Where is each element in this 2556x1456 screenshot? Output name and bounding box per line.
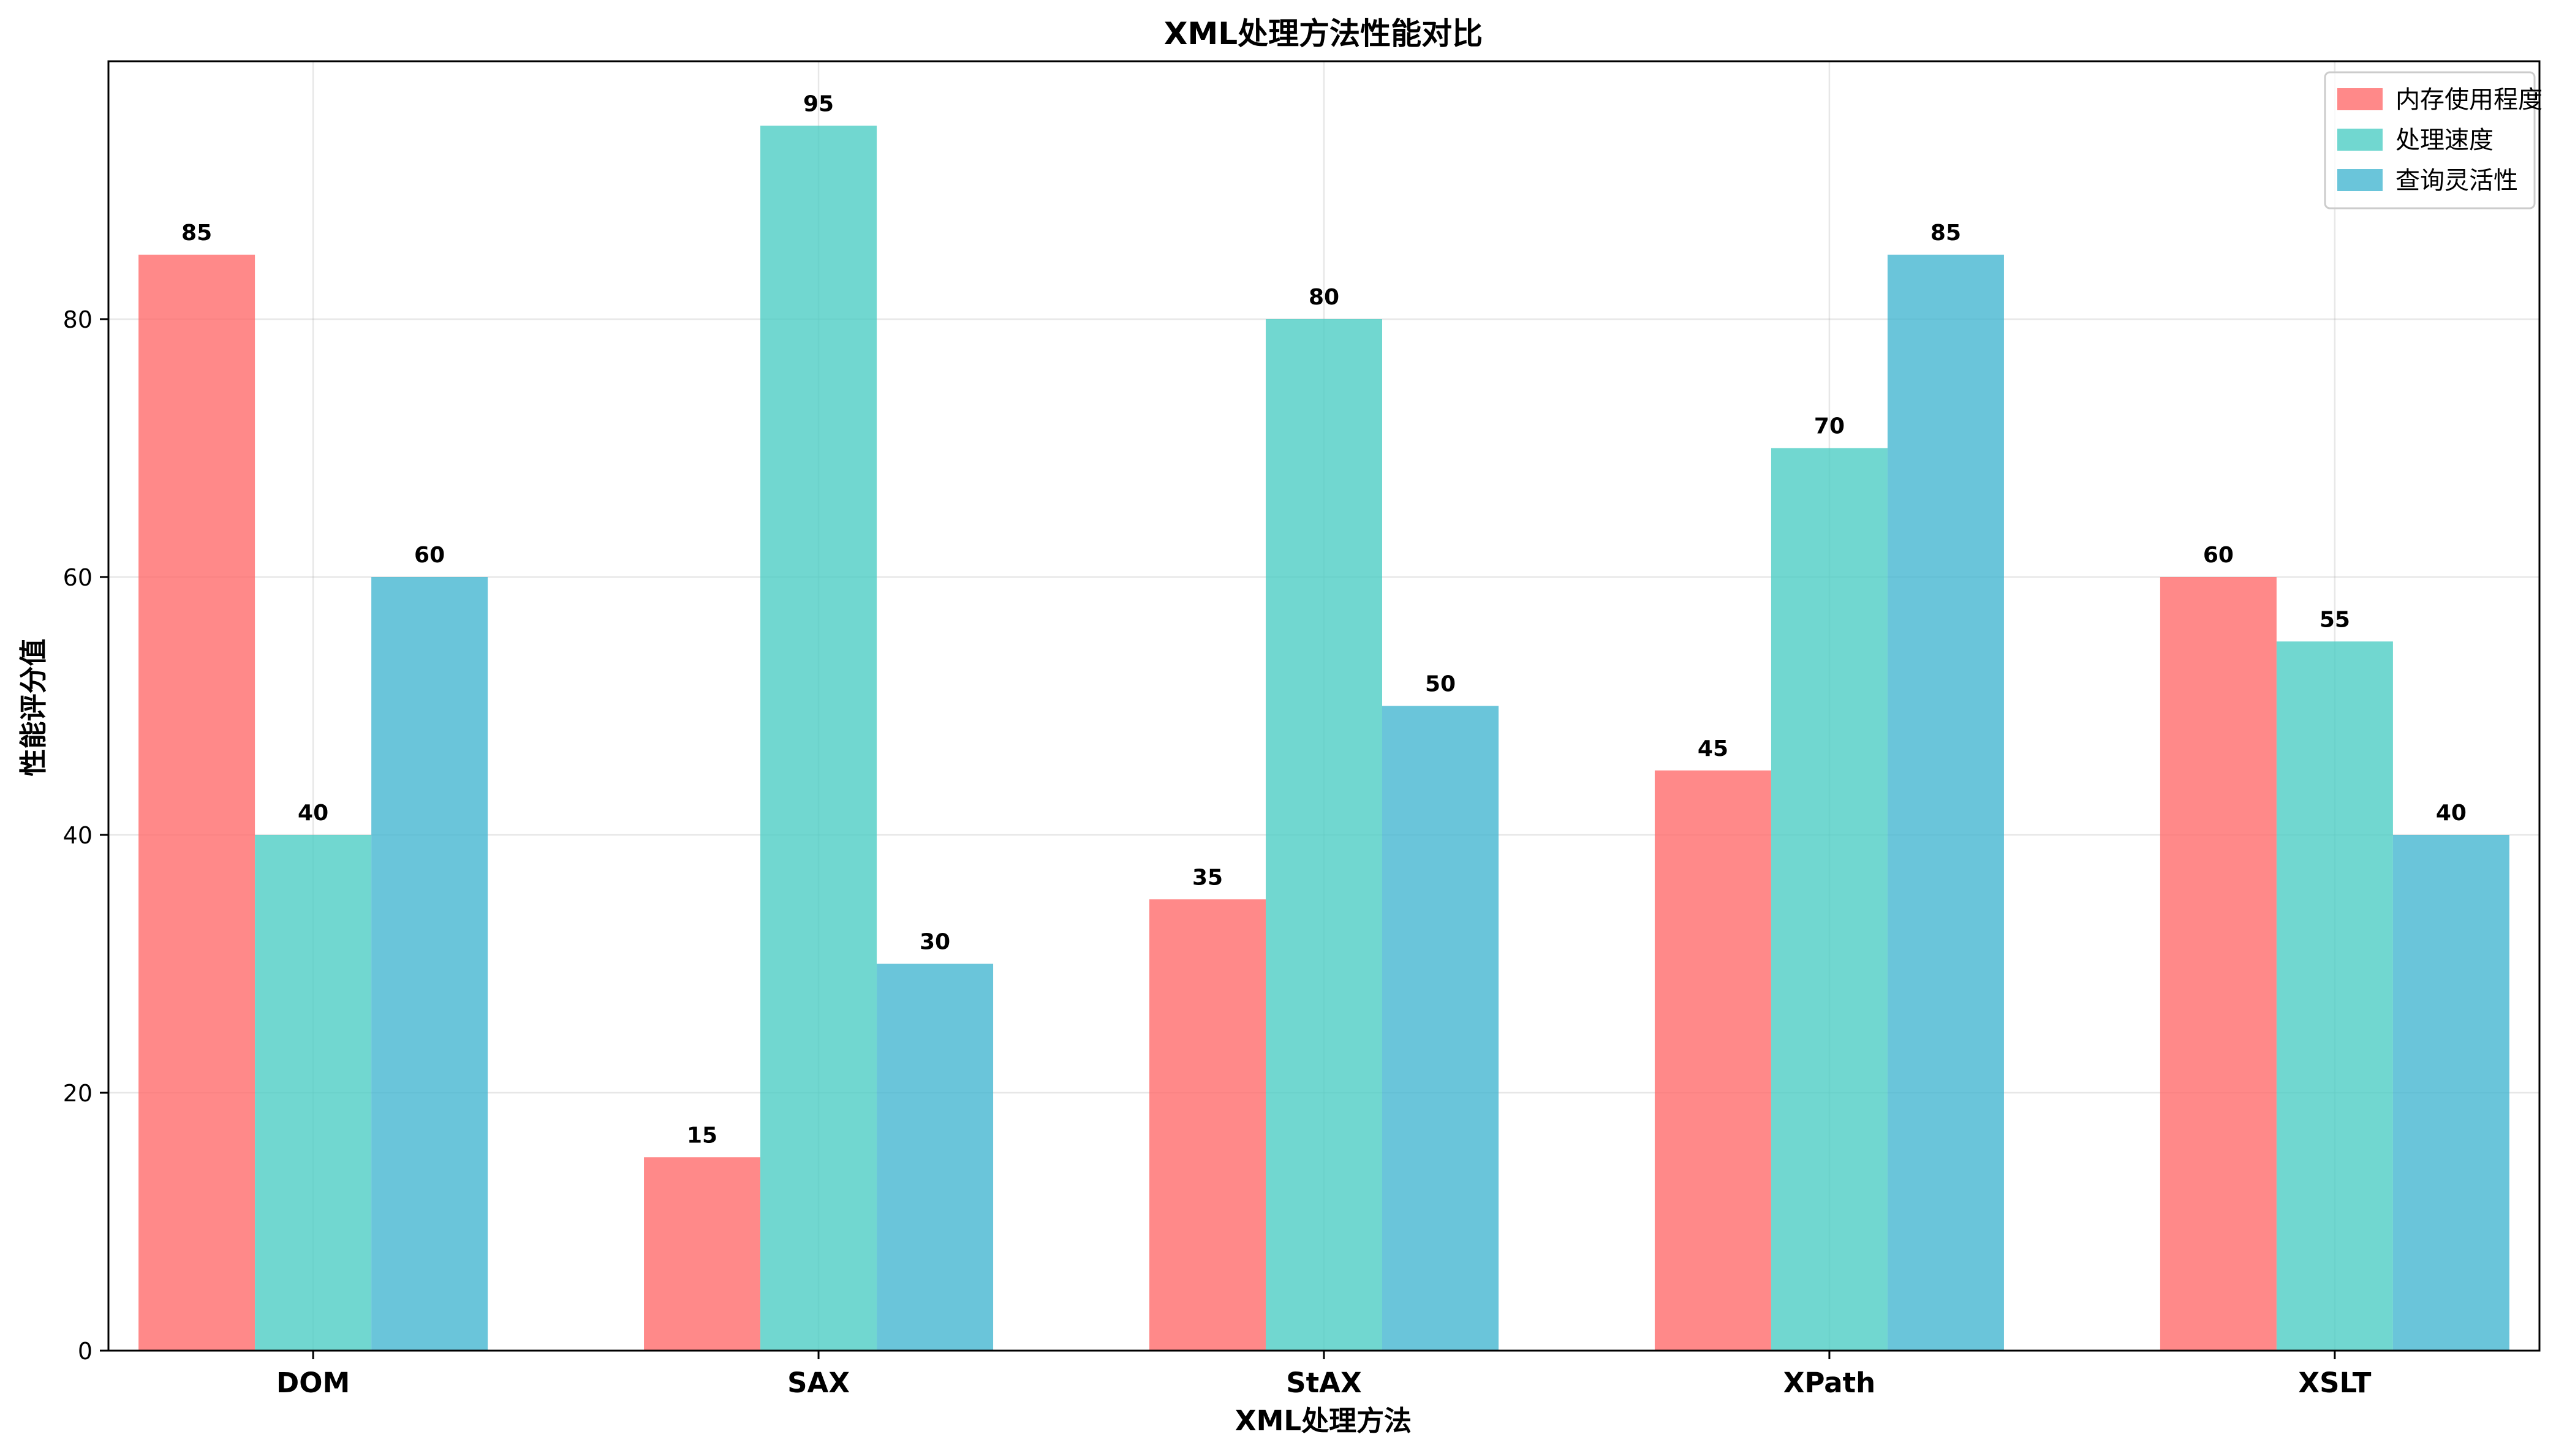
bar: [1654, 770, 1771, 1351]
x-tick-label: XPath: [1783, 1367, 1875, 1399]
x-tick-label: DOM: [276, 1367, 350, 1399]
bar-value-labels: 85 15 35 45 60 40 95 80 70 55 60 30 50 85 40: [181, 91, 2467, 1148]
bar-value-label: 70: [1814, 414, 1845, 439]
bar: [371, 577, 488, 1351]
bar-value-label: 55: [2320, 607, 2350, 632]
bar-value-label: 35: [1192, 865, 1223, 890]
y-tick-label: 80: [63, 306, 93, 333]
bar-value-label: 60: [2203, 543, 2234, 568]
bar: [1266, 319, 1382, 1351]
bar: [1382, 706, 1499, 1351]
bar-value-label: 30: [920, 930, 950, 955]
bar-value-label: 50: [1425, 672, 1456, 697]
bar-value-label: 85: [181, 221, 212, 246]
bar: [2392, 835, 2509, 1351]
chart-title: XML处理方法性能对比: [1164, 16, 1483, 51]
bar: [2160, 577, 2277, 1351]
bar-value-label: 15: [687, 1123, 717, 1148]
x-tick-label: StAX: [1286, 1367, 1361, 1399]
y-tick-label: 0: [78, 1338, 93, 1365]
x-axis-label: XML处理方法: [1235, 1405, 1412, 1437]
y-tick-label: 40: [63, 822, 93, 849]
bar: [1771, 448, 1888, 1351]
bar: [1149, 899, 1266, 1351]
bar: [1887, 254, 2004, 1351]
x-axis: DOM SAX StAX XPath XSLT: [276, 1351, 2372, 1399]
y-tick-label: 60: [63, 564, 93, 591]
bar-value-label: 85: [1930, 221, 1961, 246]
legend-label: 内存使用程度: [2395, 86, 2543, 114]
y-axis-label: 性能评分值: [17, 638, 50, 776]
bar: [644, 1157, 761, 1351]
y-axis: 0 20 40 60 80: [63, 306, 108, 1365]
bar: [760, 126, 877, 1351]
legend-swatch: [2337, 88, 2383, 110]
bar-value-label: 40: [298, 801, 328, 826]
bar: [2276, 641, 2393, 1351]
legend-label: 查询灵活性: [2395, 167, 2518, 195]
bar-value-label: 60: [414, 543, 445, 568]
bar: [877, 964, 994, 1351]
bar-value-label: 80: [1309, 285, 1339, 310]
bar-value-label: 40: [2436, 801, 2467, 826]
legend-swatch: [2337, 129, 2383, 151]
bar-value-label: 95: [803, 91, 834, 116]
bar: [138, 254, 255, 1351]
bar: [255, 835, 372, 1351]
x-tick-label: SAX: [787, 1367, 850, 1399]
y-tick-label: 20: [63, 1080, 93, 1107]
x-tick-label: XSLT: [2298, 1367, 2371, 1399]
bars: [138, 126, 2509, 1351]
legend-swatch: [2337, 169, 2383, 191]
bar-value-label: 45: [1698, 736, 1728, 761]
legend-label: 处理速度: [2395, 126, 2494, 154]
